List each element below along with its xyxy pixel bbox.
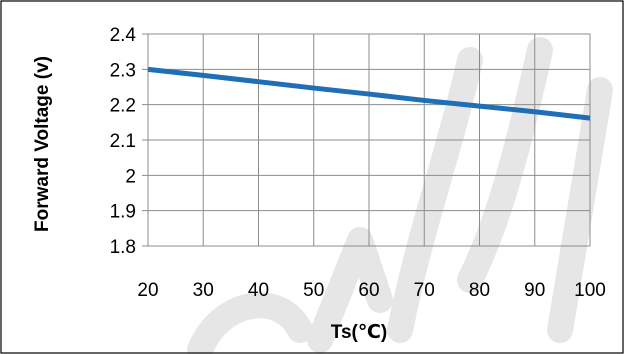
y-tick-label: 2.4	[110, 25, 137, 46]
x-axis-title: Ts(℃)	[331, 322, 387, 343]
y-axis-title: Forward Voltage (v)	[32, 56, 53, 232]
y-tick-label: 2	[125, 166, 136, 187]
x-tick-label: 90	[524, 280, 545, 301]
y-axis-ticks: 1.8 1.9 2 2.1 2.2 2.3 2.4	[110, 25, 137, 258]
y-tick-label: 2.2	[110, 96, 136, 117]
x-tick-label: 50	[303, 280, 324, 301]
y-tick-label: 1.9	[110, 202, 136, 223]
x-tick-label: 30	[193, 280, 214, 301]
x-tick-label: 60	[358, 280, 379, 301]
x-tick-label: 80	[469, 280, 490, 301]
x-tick-label: 20	[137, 280, 158, 301]
watermark	[187, 37, 613, 354]
grid	[142, 33, 591, 247]
x-tick-label: 40	[248, 280, 269, 301]
x-tick-label: 100	[574, 280, 606, 301]
plot-area-border	[147, 33, 591, 247]
x-tick-label: 70	[414, 280, 435, 301]
y-tick-label: 1.8	[110, 237, 136, 258]
series-layer	[147, 66, 591, 121]
series-line	[147, 66, 591, 121]
y-tick-label: 2.3	[110, 60, 136, 81]
y-tick-label: 2.1	[110, 131, 136, 152]
x-axis-ticks: 20 30 40 50 60 70 80 90 100	[137, 280, 605, 301]
